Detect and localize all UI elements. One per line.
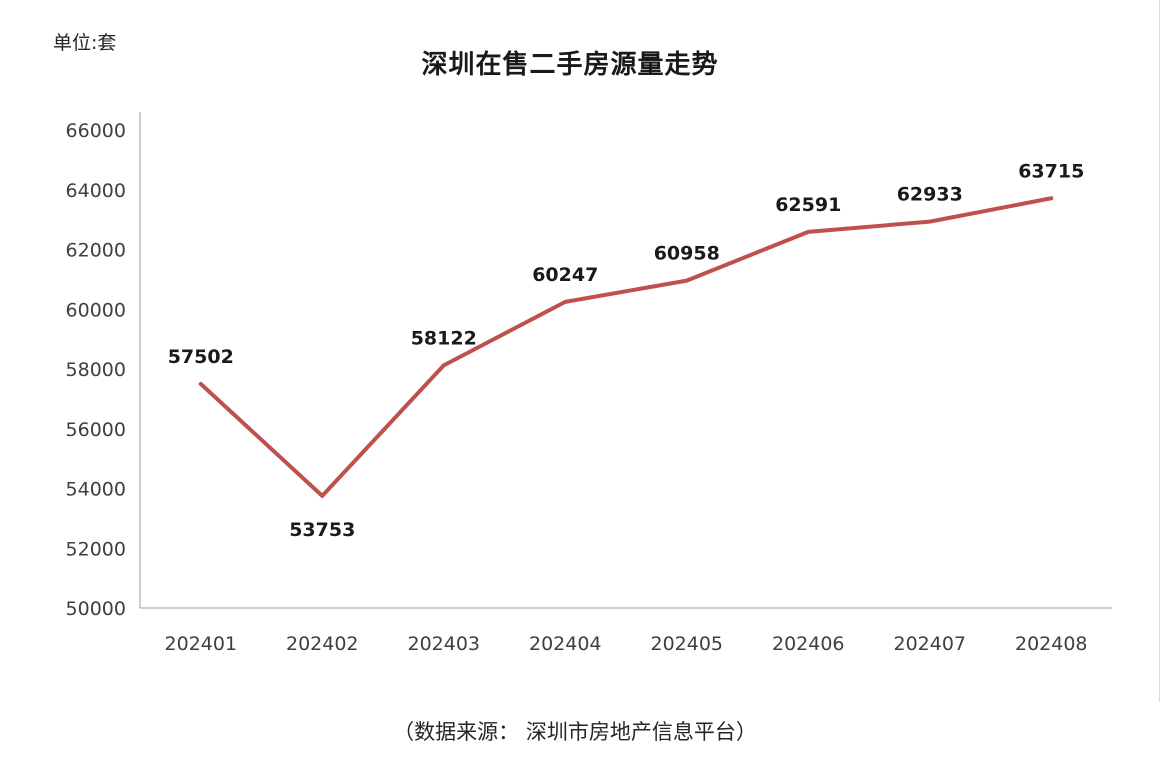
data-label: 63715 (1018, 160, 1084, 182)
x-axis-tick-label: 202403 (407, 633, 480, 655)
y-axis-unit-label: 单位:套 (53, 32, 117, 54)
data-label: 58122 (411, 327, 477, 349)
data-label: 62591 (775, 194, 841, 216)
y-axis-tick-label: 62000 (66, 240, 126, 262)
y-axis-tick-label: 54000 (66, 479, 126, 501)
y-axis-tick-label: 60000 (66, 299, 126, 321)
data-label: 53753 (289, 519, 355, 541)
data-label: 62933 (897, 184, 963, 206)
chart-frame-border (1159, 0, 1160, 702)
data-label: 60958 (654, 243, 720, 265)
y-axis-tick-label: 64000 (66, 180, 126, 202)
y-axis-tick-label: 56000 (66, 419, 126, 441)
series-line (198, 196, 1054, 498)
chart-title: 深圳在售二手房源量走势 (421, 50, 719, 80)
x-axis-tick-label: 202406 (772, 633, 845, 655)
x-axis-tick-label: 202401 (164, 633, 237, 655)
x-axis-tick-label: 202408 (1015, 633, 1088, 655)
source-caption: （数据来源： 深圳市房地产信息平台） (393, 720, 757, 744)
y-axis-tick-label: 66000 (66, 120, 126, 142)
x-axis-tick-label: 202404 (529, 633, 602, 655)
x-axis-tick-label: 202407 (893, 633, 966, 655)
data-label: 57502 (168, 346, 234, 368)
y-axis-tick-label: 52000 (66, 538, 126, 560)
x-axis-tick-label: 202405 (650, 633, 723, 655)
data-label: 60247 (532, 264, 598, 286)
x-axis-tick-label: 202402 (286, 633, 359, 655)
y-axis-tick-label: 58000 (66, 359, 126, 381)
y-axis-tick-label: 50000 (66, 598, 126, 620)
